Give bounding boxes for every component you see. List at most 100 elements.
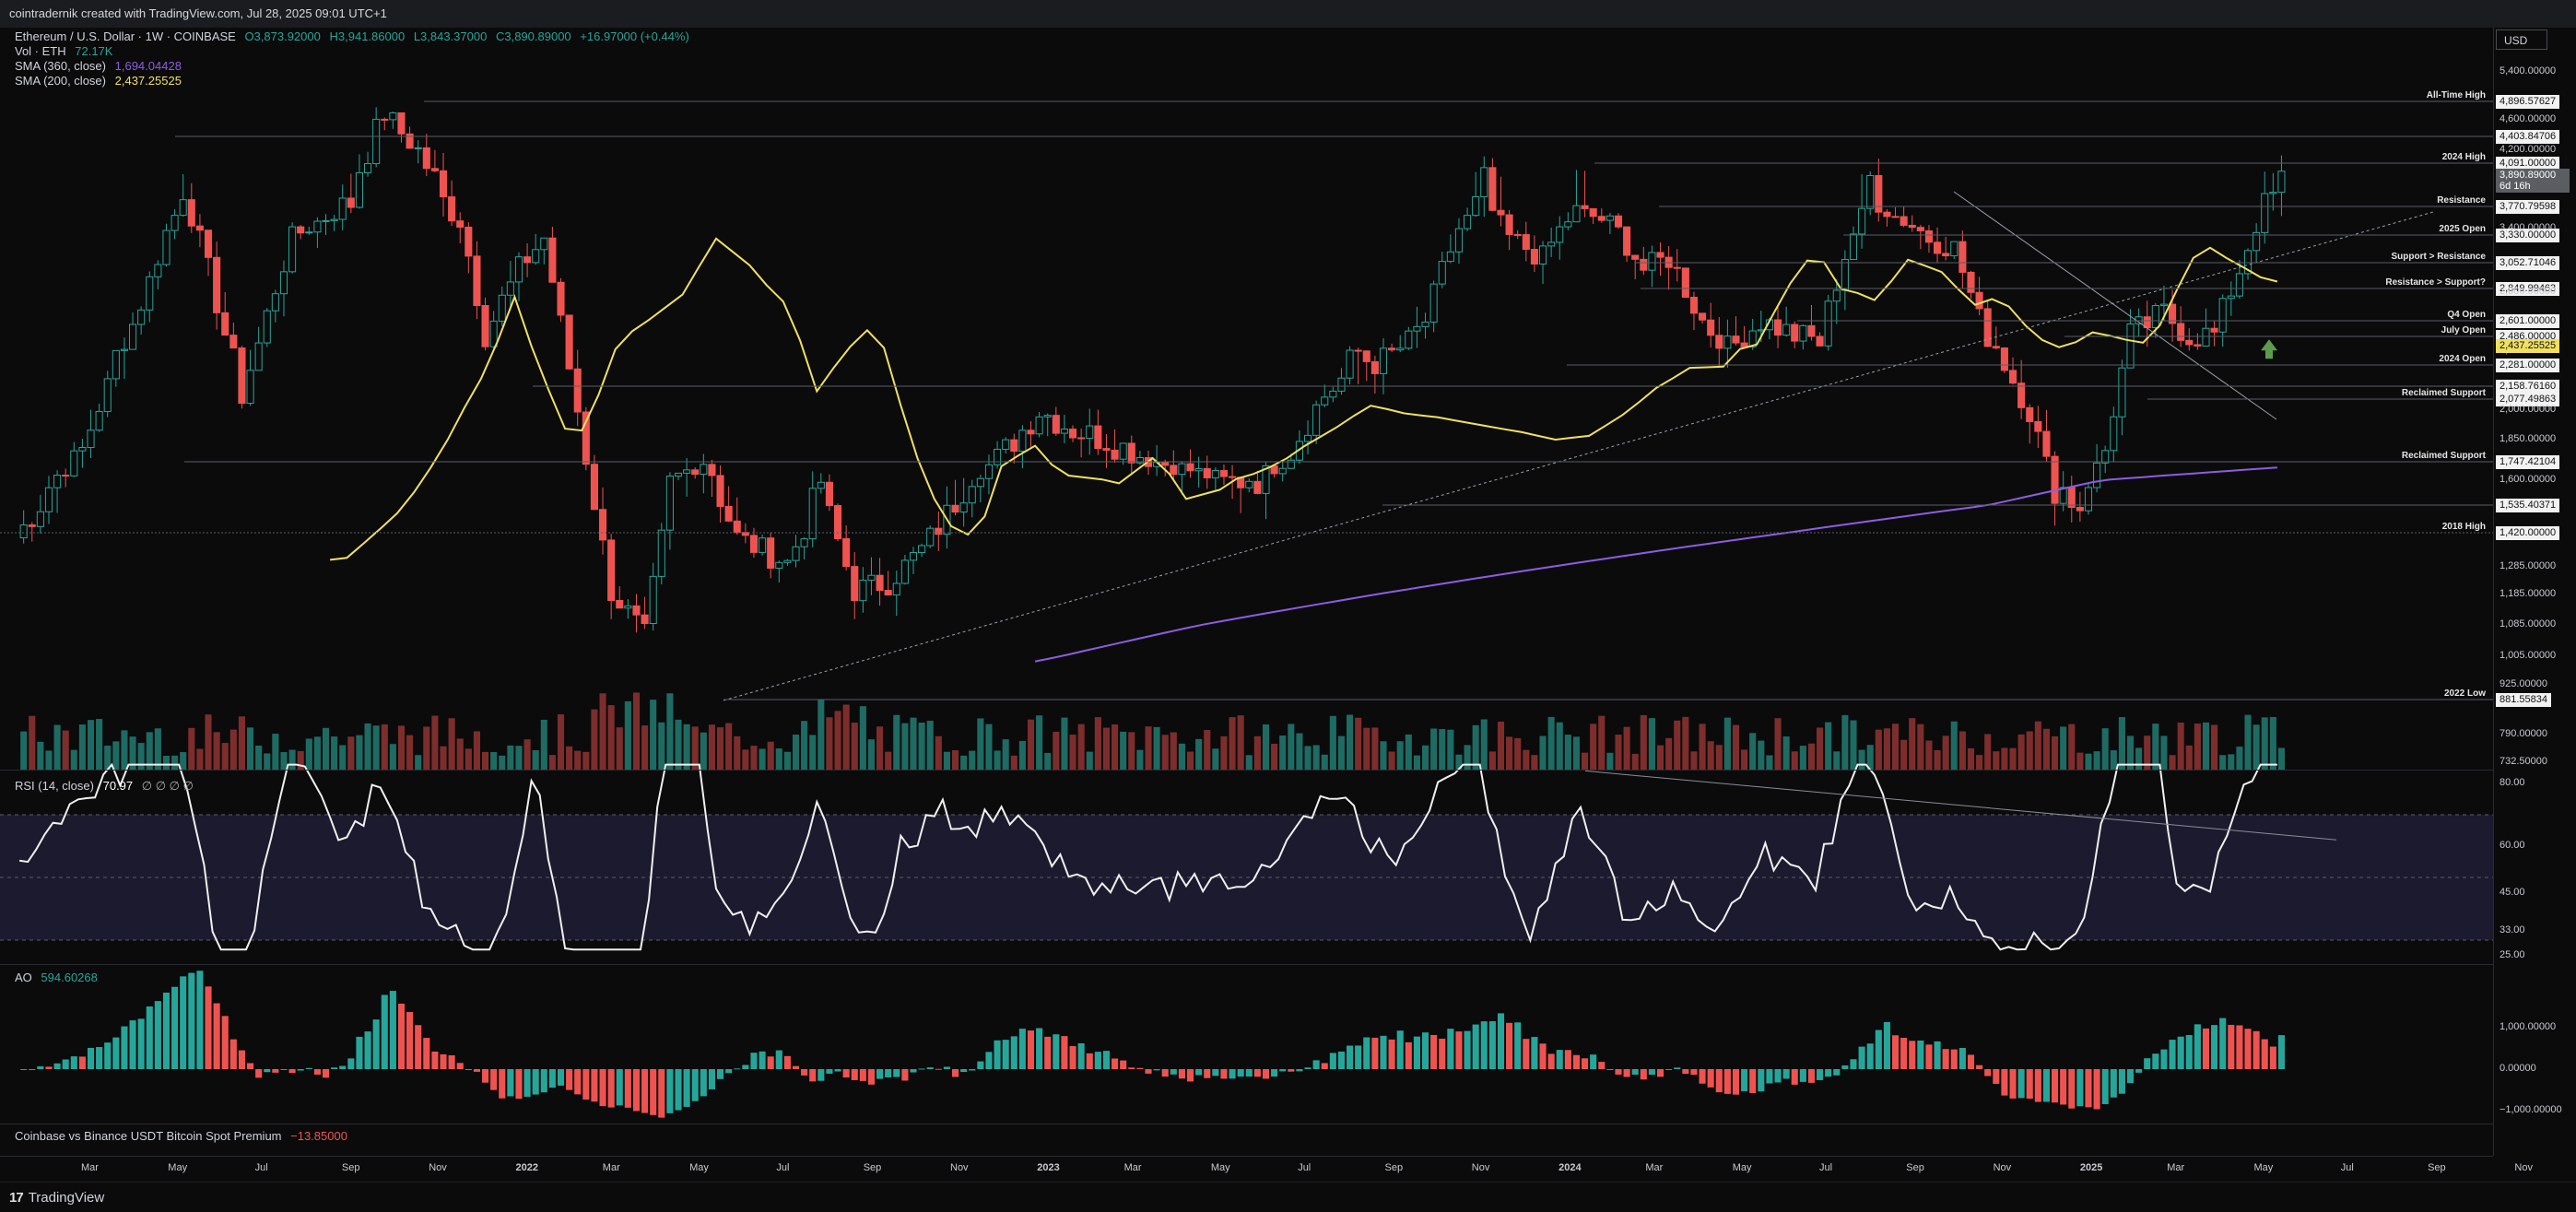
time-axis-label[interactable]: Nov [1993,1162,2012,1173]
candle-body [573,368,582,413]
volume-bar [1623,726,1630,770]
chart-pane[interactable]: Ethereum / U.S. Dollar · 1W · COINBASE O… [0,28,2493,1156]
ao-tick-label[interactable]: −1,000.00000 [2500,1104,2562,1115]
time-axis-label[interactable]: 2025 [2079,1162,2103,1173]
ao-legend[interactable]: AO 594.60268 [15,971,103,985]
ao-bar [137,1018,145,1069]
price-tick-label[interactable]: 1,600.00000 [2500,474,2557,485]
time-axis-label[interactable]: 2023 [1037,1162,1060,1173]
time-axis-label[interactable]: Jul [254,1162,268,1173]
time-axis-label[interactable]: Nov [1471,1162,1490,1173]
time-axis-label[interactable]: 2022 [515,1162,538,1173]
candle-body [1362,350,1370,362]
candle-body [448,196,456,222]
candle-body [120,348,128,351]
symbol-title[interactable]: Ethereum / U.S. Dollar · 1W · COINBASE [15,29,236,43]
time-axis-label[interactable]: Mar [81,1162,99,1173]
premium-legend[interactable]: Coinbase vs Binance USDT Bitcoin Spot Pr… [15,1129,353,1144]
time-axis-label[interactable]: May [1732,1162,1752,1173]
rsi-tick-label[interactable]: 60.00 [2500,840,2525,851]
ao-bar [53,1063,61,1069]
price-tick-label[interactable]: 1,005.00000 [2500,650,2557,661]
ao-bar [1010,1036,1017,1069]
candle-body [2194,344,2202,347]
volume-bar [1682,716,1689,770]
candle-body [800,538,808,547]
candle-body [842,537,851,568]
time-axis-label[interactable]: Jul [1298,1162,1312,1173]
currency-button[interactable]: USD [2496,29,2547,50]
ao-tick-label[interactable]: 1,000.00000 [2500,1021,2557,1032]
ao-bar [1136,1067,1144,1069]
volume-bar [658,722,665,770]
rsi-tick-label[interactable]: 80.00 [2500,777,2525,788]
volume-bar [1514,737,1522,770]
price-tick-label[interactable]: 1,085.00000 [2500,618,2557,630]
ao-bar [1464,1030,1471,1069]
time-axis-label[interactable]: Mar [1645,1162,1664,1173]
price-tick-label[interactable]: 790.00000 [2500,728,2547,739]
price-tick-label[interactable]: 4,200.00000 [2500,144,2557,155]
time-axis-label[interactable]: May [689,1162,709,1173]
volume-bar [188,727,195,770]
main-price-chart[interactable] [0,28,2493,1156]
volume-legend[interactable]: Vol · ETH 72.17K [15,44,118,59]
time-axis-label[interactable]: Nov [429,1162,447,1173]
time-axis-label[interactable]: Mar [602,1162,620,1173]
price-tick-label[interactable]: 732.50000 [2500,756,2547,767]
price-tick-label[interactable]: 1,850.00000 [2500,433,2557,444]
volume-bar [2152,724,2159,770]
price-tick-label[interactable]: 4,600.00000 [2500,113,2557,124]
symbol-legend[interactable]: Ethereum / U.S. Dollar · 1W · COINBASE O… [15,29,695,44]
candle-body [1732,335,1740,344]
price-tick-label[interactable]: 5,400.00000 [2500,65,2557,76]
time-axis-label[interactable]: Mar [1123,1162,1142,1173]
rsi-tick-label[interactable]: 33.00 [2500,924,2525,935]
price-tick-label[interactable]: 3,400.00000 [2500,222,2557,233]
ao-bar [20,1069,28,1070]
rsi-tick-label[interactable]: 45.00 [2500,887,2525,898]
time-axis-label[interactable]: 2024 [1559,1162,1582,1173]
sma360-legend[interactable]: SMA (360, close) 1,694.04428 [15,59,187,74]
ao-tick-label[interactable]: 0.00000 [2500,1063,2536,1074]
price-tick-label[interactable]: 2,000.00000 [2500,404,2557,415]
sma200-legend[interactable]: SMA (200, close) 2,437.25525 [15,74,187,88]
price-tick-label[interactable]: 2,800.00000 [2500,286,2557,297]
time-axis-label[interactable]: May [2253,1162,2274,1173]
price-tick-label[interactable]: 1,185.00000 [2500,588,2557,599]
time-axis-label[interactable]: Sep [863,1162,882,1173]
rsi-tick-label[interactable]: 25.00 [2500,949,2525,960]
ao-bar [1993,1069,2000,1084]
candle-body [2008,370,2017,384]
volume-bar [1807,743,1816,770]
price-tick-label[interactable]: 1,285.00000 [2500,560,2557,571]
time-axis-label[interactable]: Jul [1819,1162,1833,1173]
time-axis-label[interactable]: Sep [1906,1162,1924,1173]
time-axis-label[interactable]: Sep [341,1162,360,1173]
time-axis-label[interactable]: Jul [776,1162,790,1173]
time-axis-label[interactable]: May [168,1162,188,1173]
ao-bar [313,1069,321,1075]
candle-body [1497,209,1505,216]
ao-bar [1396,1030,1404,1069]
time-axis-label[interactable]: Nov [2514,1162,2533,1173]
time-axis-label[interactable]: Sep [1384,1162,1404,1173]
time-axis-label[interactable]: Jul [2340,1162,2354,1173]
rsi-legend[interactable]: RSI (14, close) 70.97 ∅ ∅ ∅ ∅ [15,779,199,794]
price-scale[interactable] [2493,28,2576,1156]
time-axis[interactable]: Mar May Jul Sep Nov 2022 Mar May Jul Sep Nov 2023 Ma… [0,1156,2533,1183]
ao-bar [783,1055,791,1069]
candle-body [1883,211,1891,218]
price-tick-label[interactable]: 925.00000 [2500,678,2547,689]
ohlc-close: C3,890.89000 [495,29,571,43]
ao-bar [2219,1018,2227,1069]
time-axis-label[interactable]: Mar [2167,1162,2185,1173]
pane-separator[interactable] [0,964,2493,965]
time-axis-label[interactable]: Nov [950,1162,969,1173]
time-axis-label[interactable]: May [1210,1162,1230,1173]
time-axis-label[interactable]: Sep [2428,1162,2446,1173]
tradingview-logo[interactable]: 17 TradingView [9,1190,104,1206]
ao-bar [264,1069,271,1073]
pane-separator[interactable] [0,770,2493,771]
candle-body [1488,167,1497,211]
